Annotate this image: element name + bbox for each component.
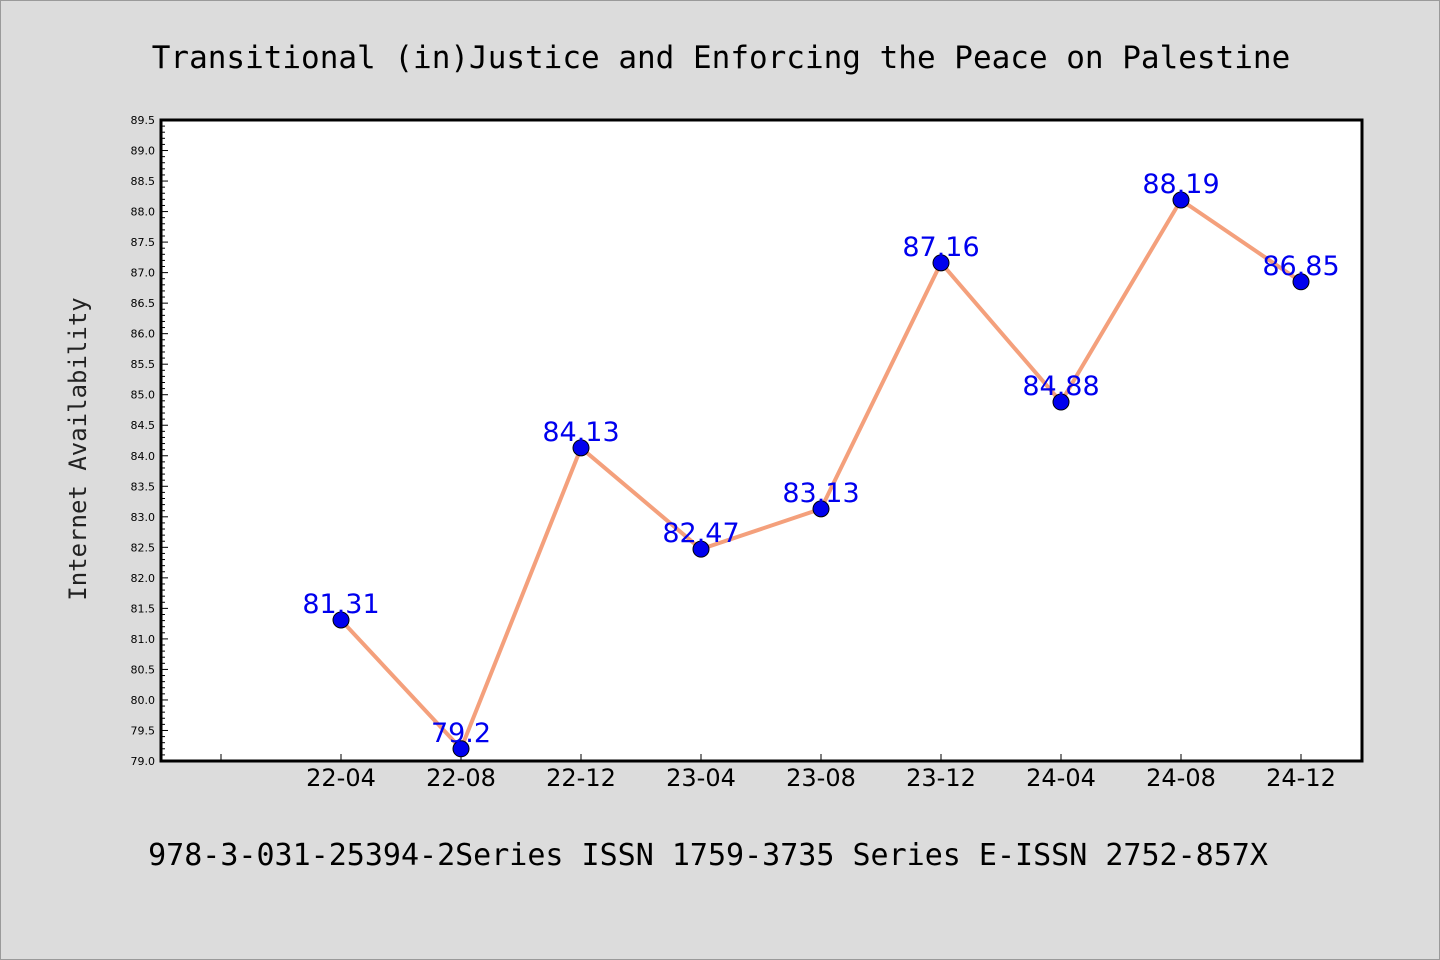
data-point (452, 740, 470, 758)
y-tick-label: 87.5 (131, 236, 156, 249)
chart-subtitle: 978-3-031-25394-2Series ISSN 1759-3735 S… (148, 838, 1268, 873)
plot-frame (159, 118, 1364, 763)
y-tick-label: 80.5 (131, 663, 156, 676)
y-tick-label: 88.0 (131, 206, 156, 219)
data-label: 88.19 (1142, 169, 1219, 200)
x-tick-label: 23-08 (786, 764, 856, 792)
x-tick-label: 24-12 (1266, 764, 1336, 792)
y-tick-label: 81.0 (131, 633, 156, 646)
y-tick-label: 88.5 (131, 175, 156, 188)
data-label: 79.2 (431, 718, 491, 749)
data-point (1052, 393, 1070, 411)
x-tick-label: 23-12 (906, 764, 976, 792)
x-tick-label: 22-04 (306, 764, 376, 792)
data-label: 81.31 (302, 589, 379, 620)
data-point (332, 611, 350, 629)
y-tick-label: 82.5 (131, 541, 156, 554)
y-tick-label: 81.5 (131, 602, 156, 615)
y-tick-label: 79.0 (131, 755, 156, 768)
plot-area (161, 120, 1362, 761)
data-label: 83.13 (782, 478, 859, 509)
data-point (932, 254, 950, 272)
y-tick-label: 85.5 (131, 358, 156, 371)
y-tick-label: 84.0 (131, 450, 156, 463)
y-tick-label: 82.0 (131, 572, 156, 585)
data-point (1292, 273, 1310, 291)
x-axis-ticks: 22-04 22-08 22-12 23-04 23-08 23-12 24-04 24-08… (220, 754, 1336, 792)
x-tick-label: 22-08 (426, 764, 496, 792)
y-tick-label: 80.0 (131, 694, 156, 707)
data-label: 82.47 (662, 518, 739, 549)
y-tick-label: 86.5 (131, 297, 156, 310)
y-tick-label: 83.5 (131, 480, 156, 493)
y-tick-label: 83.0 (131, 511, 156, 524)
y-tick-label: 89.5 (131, 114, 156, 127)
series: 81.31 79.2 84.13 82.47 83.13 87.16 84.88 88.19 8… (302, 169, 1340, 758)
data-label: 84.13 (542, 417, 619, 448)
y-tick-label: 89.0 (131, 145, 156, 158)
x-tick-label: 23-04 (666, 764, 736, 792)
data-point (572, 439, 590, 457)
y-tick-label: 85.0 (131, 389, 156, 402)
data-point (692, 540, 710, 558)
data-point (812, 500, 830, 518)
data-point (1172, 191, 1190, 209)
y-axis-label: Internet Availability (64, 297, 92, 600)
y-tick-label: 86.0 (131, 328, 156, 341)
y-tick-label: 87.0 (131, 267, 156, 280)
data-label: 86.85 (1262, 251, 1339, 282)
x-tick-label: 24-04 (1026, 764, 1096, 792)
data-label: 84.88 (1022, 371, 1099, 402)
x-tick-label: 24-08 (1146, 764, 1216, 792)
x-tick-label: 22-12 (546, 764, 616, 792)
y-tick-label: 79.5 (131, 724, 156, 737)
chart-title: Transitional (in)Justice and Enforcing t… (152, 40, 1290, 76)
data-label: 87.16 (902, 232, 979, 263)
y-tick-label: 84.5 (131, 419, 156, 432)
